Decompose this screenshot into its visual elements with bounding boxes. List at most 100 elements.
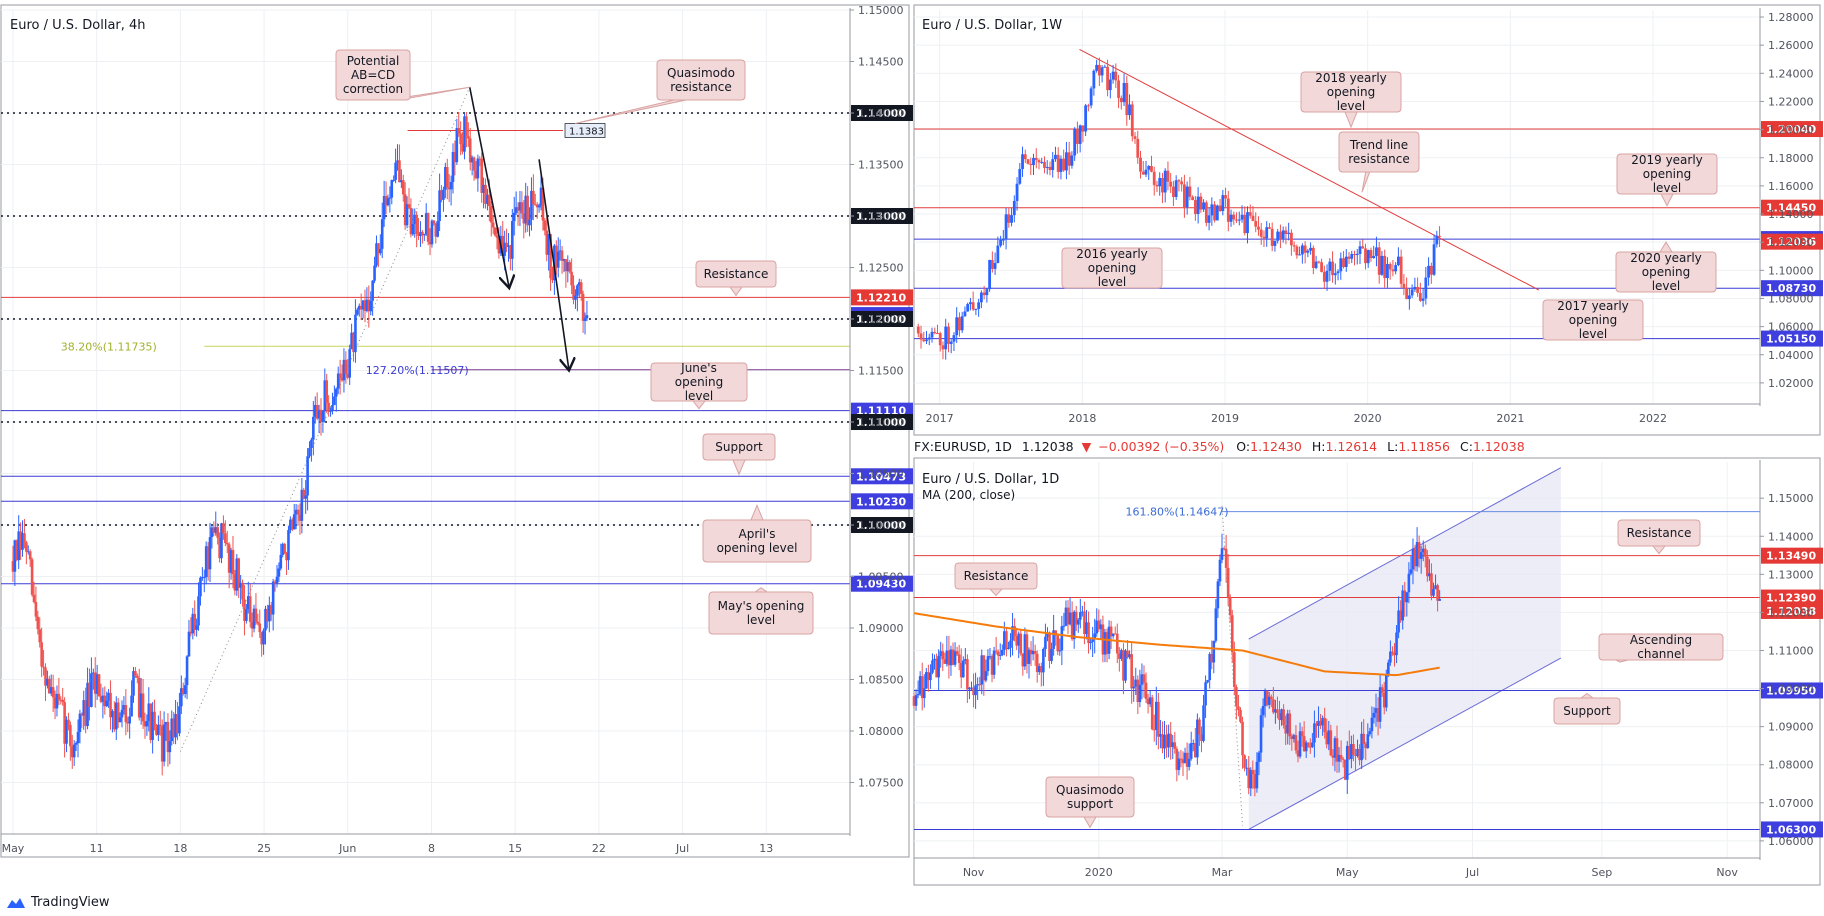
candle-body [996, 651, 1000, 656]
candle-body [949, 341, 953, 344]
candle-body [1177, 758, 1181, 770]
candle-body [1319, 720, 1322, 726]
callout-2020-yearly-box [1615, 251, 1717, 293]
time-tick-label: May [2, 842, 25, 855]
candle-body [978, 684, 982, 686]
candle-body [447, 187, 451, 190]
candle-body [497, 237, 501, 254]
candle-body [493, 227, 497, 236]
candle-body [1037, 666, 1041, 673]
time-tick-label: 8 [428, 842, 435, 855]
quasimodo-tag-text: 1.1383 [569, 127, 604, 138]
candle-body [1267, 696, 1271, 705]
candle-body [947, 650, 951, 666]
candle-body [463, 116, 466, 152]
price-level-badge-text: 1.12000 [856, 313, 906, 326]
candle-body [1025, 634, 1029, 664]
candle-body [187, 631, 191, 657]
candle-body [488, 194, 491, 207]
candle-body [927, 672, 930, 681]
candle-body [577, 282, 581, 286]
candle-body [1428, 573, 1431, 577]
candle-body [222, 523, 225, 534]
callout-support-text: Support [1563, 704, 1611, 718]
candle-body [1249, 770, 1253, 789]
callout-ascending-channel-text: Ascending channel [1630, 633, 1692, 661]
candle-body [1286, 713, 1290, 734]
candle-body [300, 489, 304, 521]
candle-body [1183, 184, 1186, 208]
abcd-leg-ab-arrow [468, 87, 509, 288]
candle-body [308, 447, 311, 457]
candle-body [180, 688, 183, 707]
candle-body [231, 549, 235, 575]
candle-body [380, 219, 384, 249]
tradingview-cloud-icon [7, 898, 25, 908]
candle-body [982, 292, 986, 296]
candle-body [1062, 625, 1066, 627]
candle-body [1314, 261, 1318, 269]
price-tick-label: 1.13500 [858, 159, 904, 172]
candle-body [1416, 286, 1420, 293]
candle-body [1132, 686, 1136, 689]
price-tick-label: 1.04000 [1768, 349, 1814, 362]
candle-body [1114, 71, 1118, 81]
candle-body [1399, 610, 1402, 621]
candle-body [1348, 745, 1351, 760]
footer-brand[interactable]: TradingView [31, 894, 110, 910]
callout-2016-yearly-text: 2016 yearly opening level [1076, 247, 1148, 289]
candle-body [451, 152, 455, 182]
price-level-badge [1761, 589, 1823, 606]
candle-body [465, 116, 468, 137]
candle-body [1193, 200, 1197, 214]
candle-body [1427, 265, 1430, 278]
candle-body [1313, 723, 1316, 743]
candle-body [1290, 232, 1293, 246]
candle-body [346, 373, 350, 378]
candle-body [323, 380, 327, 412]
candle-body [1169, 733, 1172, 747]
candle-body [1076, 128, 1079, 144]
candle-body [1183, 752, 1187, 764]
candle-body [1152, 171, 1156, 185]
candle-body [484, 184, 487, 204]
candle-body [442, 189, 445, 200]
panel-d1-title: Euro / U.S. Dollar, 1D [922, 472, 1059, 487]
candle-body [38, 629, 42, 643]
candle-body [423, 234, 426, 236]
candle-body [1226, 567, 1230, 598]
candle-body [1161, 734, 1164, 749]
candle-body [982, 655, 986, 681]
price-level-badge [1761, 547, 1823, 564]
candle-body [1155, 701, 1158, 730]
candle-body [1232, 214, 1236, 220]
candle-body [1115, 633, 1119, 654]
candle-body [1148, 697, 1152, 705]
candle-body [1171, 742, 1175, 747]
candle-body [1415, 542, 1419, 567]
candle-body [1317, 261, 1321, 263]
price-tick-label: 1.14000 [1768, 208, 1814, 221]
candle-body [1434, 585, 1437, 590]
candle-body [1292, 245, 1296, 247]
candle-body [539, 187, 543, 206]
candle-body [250, 621, 254, 629]
price-tick-label: 1.24000 [1768, 67, 1814, 80]
candle-body [224, 533, 227, 544]
candle-body [1255, 761, 1259, 789]
price-level-badge [1761, 280, 1823, 297]
candle-body [444, 167, 447, 190]
callout-trend-line-resistance-text: Trend line resistance [1348, 138, 1410, 166]
candle-body [922, 339, 926, 342]
candle-body [289, 519, 292, 531]
candle-body [1300, 245, 1304, 255]
candle-body [1218, 205, 1222, 212]
candle-body [166, 721, 170, 753]
candle-body [1097, 620, 1101, 630]
candle-body [518, 202, 522, 211]
time-tick-label: May [1336, 866, 1359, 879]
trend-line-resistance [1079, 48, 1540, 291]
candle-body [153, 711, 156, 728]
candle-body [113, 711, 116, 730]
candle-body [984, 671, 988, 681]
